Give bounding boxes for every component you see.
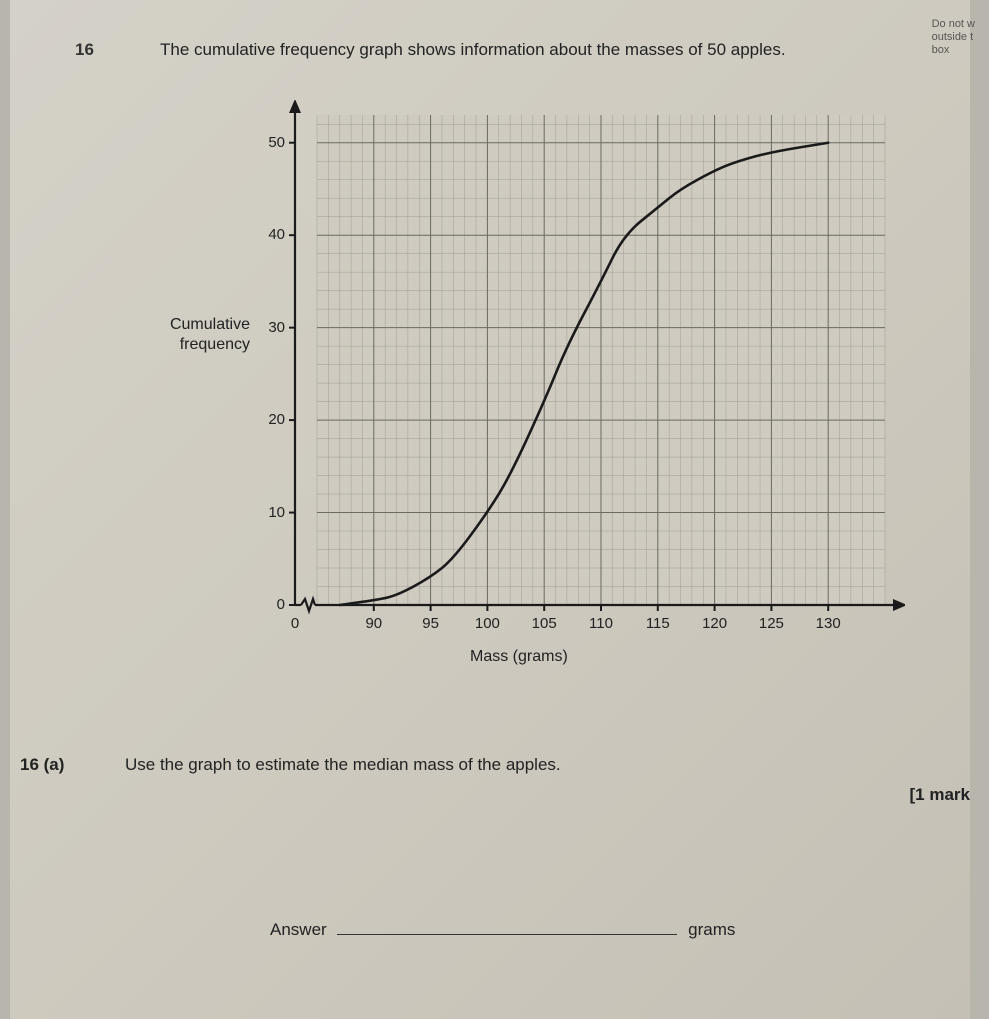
y-tick-label: 50 [255,134,285,151]
margin-l1: Do not w [932,18,975,30]
answer-label: Answer [270,920,327,939]
subquestion-label: 16 (a) [20,755,64,775]
x-axis-label: Mass (grams) [470,648,568,666]
margin-l2: outside t [932,31,974,43]
x-tick-label: 110 [583,615,619,632]
y-tick-label: 40 [255,226,285,243]
question-prompt: The cumulative frequency graph shows inf… [160,40,786,60]
ylabel-line2: frequency [180,336,250,353]
chart-region: Cumulative frequency Mass (grams) 0 10 20 3… [145,100,905,680]
marks-label: [1 mark [910,785,970,805]
x-tick-label: 90 [356,615,392,632]
x-tick-label: 130 [810,615,846,632]
answer-row: Answer grams [270,920,735,940]
x-tick-label: 95 [413,615,449,632]
subquestion-prompt: Use the graph to estimate the median mas… [125,755,561,775]
x-tick-label: 0 [277,615,313,632]
x-tick-label: 115 [640,615,676,632]
y-tick-label: 20 [255,411,285,428]
x-tick-label: 125 [753,615,789,632]
ylabel-line1: Cumulative [170,316,250,333]
x-tick-label: 100 [469,615,505,632]
cf-chart [145,100,905,680]
margin-note: Do not w outside t box [932,18,975,58]
y-tick-label: 10 [255,504,285,521]
x-tick-label: 120 [697,615,733,632]
y-tick-label: 0 [255,596,285,613]
answer-blank[interactable] [337,934,677,935]
question-number: 16 [75,40,94,60]
y-tick-label: 30 [255,319,285,336]
y-axis-label: Cumulative frequency [145,315,250,355]
answer-unit: grams [688,920,735,939]
margin-l3: box [932,44,950,56]
x-tick-label: 105 [526,615,562,632]
exam-page: Do not w outside t box 16 The cumulative… [10,0,970,1019]
